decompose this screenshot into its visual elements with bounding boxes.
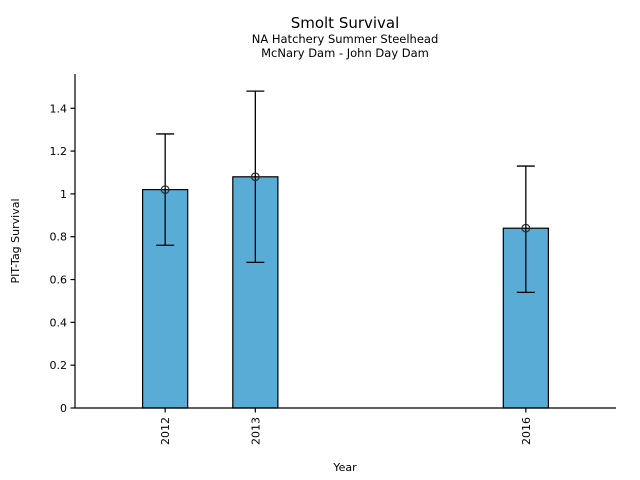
y-tick-label-0: 0: [60, 402, 67, 415]
x-axis-title: Year: [332, 461, 357, 474]
y-tick-label-1.2: 1.2: [50, 145, 68, 158]
chart-title: Smolt Survival: [291, 14, 400, 32]
chart-subtitle-line1: NA Hatchery Summer Steelhead: [252, 32, 439, 46]
y-tick-label-0.6: 0.6: [50, 274, 68, 287]
x-tick-label-2016: 2016: [520, 417, 533, 445]
marker-open-circle-2016: [521, 223, 531, 233]
x-tick-label-2012: 2012: [159, 417, 172, 445]
y-tick-label-0.4: 0.4: [50, 316, 68, 329]
x-tick-label-2013: 2013: [249, 417, 262, 445]
y-tick-label-1: 1: [60, 188, 67, 201]
y-tick-label-0.8: 0.8: [50, 231, 68, 244]
marker-open-circle-2012: [160, 185, 170, 195]
y-axis-title: PIT-Tag Survival: [9, 198, 22, 283]
y-tick-label-0.2: 0.2: [50, 359, 68, 372]
marker-open-circle-2013: [250, 172, 260, 182]
chart-subtitle-line2: McNary Dam - John Day Dam: [261, 46, 429, 60]
plot-area: 0 0.2 0.4 0.6 0.8 1 1.2 1.4 2012 2013 2016: [50, 74, 616, 445]
y-tick-label-1.4: 1.4: [50, 102, 68, 115]
